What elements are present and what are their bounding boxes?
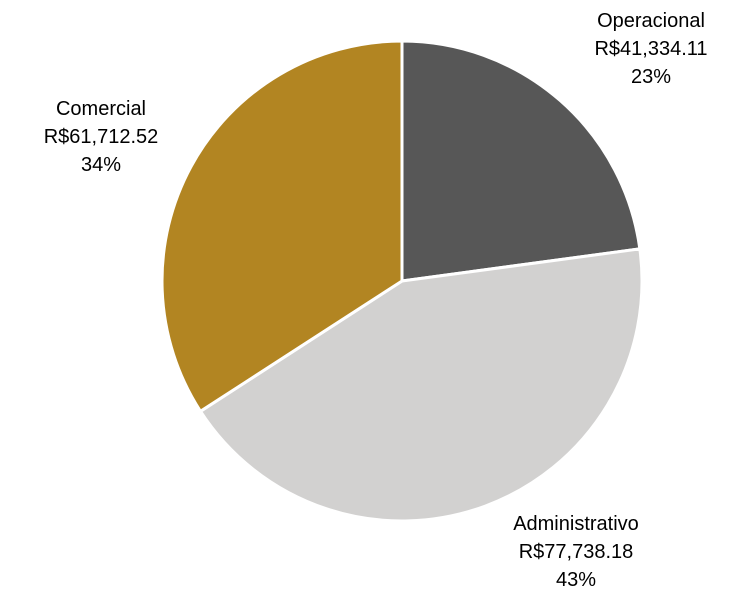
- pie-slice-operacional: [400, 39, 642, 283]
- slice-label-operacional-value: R$41,334.11: [594, 38, 707, 60]
- slice-label-operacional-category: Operacional: [597, 10, 705, 32]
- slice-label-comercial-percent: 34%: [81, 154, 121, 176]
- slice-label-administrativo-category: Administrativo: [513, 513, 639, 535]
- slice-label-administrativo-value: R$77,738.18: [519, 541, 634, 563]
- slice-label-comercial-value: R$61,712.52: [44, 126, 159, 148]
- slice-label-operacional-percent: 23%: [631, 66, 671, 88]
- slice-label-administrativo-percent: 43%: [556, 569, 596, 590]
- pie-slices: [160, 39, 644, 523]
- slice-label-comercial-category: Comercial: [56, 98, 146, 120]
- pie-slice-comercial: [160, 39, 404, 414]
- pie-slice-administrativo: [198, 247, 644, 523]
